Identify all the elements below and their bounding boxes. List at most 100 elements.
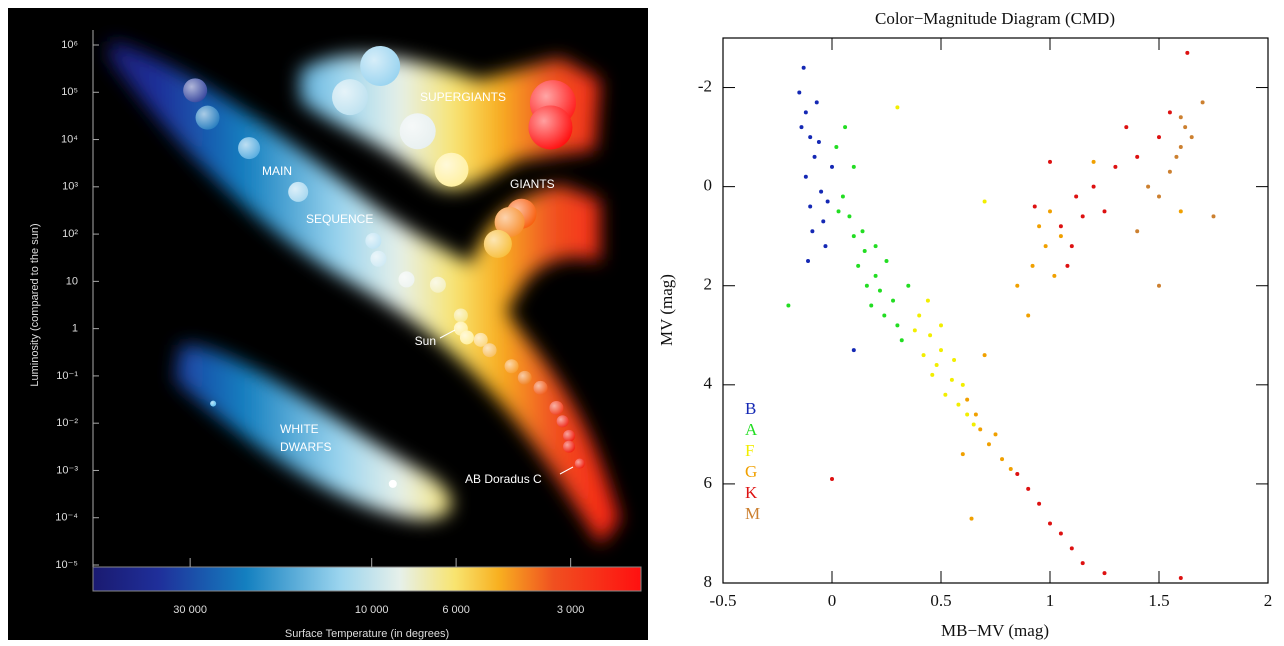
point <box>840 194 845 199</box>
legend-entry: M <box>745 504 760 523</box>
y-tick-label: 6 <box>704 473 713 492</box>
point <box>993 432 998 437</box>
star-highlight <box>563 440 576 453</box>
y-tick-label: 10⁻⁴ <box>55 512 78 524</box>
star-highlight <box>183 78 208 103</box>
star-highlight <box>528 105 573 150</box>
point <box>965 412 970 417</box>
point <box>1174 154 1179 159</box>
hr-diagram: 10⁻⁵ 10⁻⁴ 10⁻³ 10⁻² 10⁻¹ 1 10 10² 10³ 10⁴ 10⁵ 10⁶ 30… <box>29 39 585 640</box>
point <box>1113 164 1118 169</box>
point <box>1030 263 1035 268</box>
point <box>1015 283 1020 288</box>
pointer <box>559 466 574 475</box>
y-tick-label: 0 <box>704 176 713 195</box>
annotation: GIANTS <box>510 177 555 191</box>
point <box>939 348 943 353</box>
point <box>925 298 930 303</box>
point <box>969 516 974 521</box>
point <box>851 164 856 169</box>
point <box>830 476 834 481</box>
point <box>1102 209 1107 214</box>
star-highlight <box>517 370 532 385</box>
annotation: MAIN <box>262 164 292 178</box>
point <box>1080 561 1085 566</box>
point <box>1178 145 1183 149</box>
point <box>949 377 954 382</box>
star-highlight <box>549 400 564 415</box>
cmd-chart: Color−Magnitude Diagram (CMD) -0.5 0 0.5 1 1.… <box>657 9 1272 640</box>
point <box>956 402 961 407</box>
point <box>864 283 869 288</box>
x-tick-label: 0 <box>828 591 837 610</box>
point <box>877 288 882 293</box>
y-tick-label: 10⁴ <box>61 133 78 145</box>
point <box>934 363 939 367</box>
point <box>786 303 791 308</box>
point <box>819 189 824 194</box>
y-tick-label: 10 <box>66 275 78 287</box>
y-tick-label: 10² <box>62 228 78 240</box>
point <box>1008 467 1013 472</box>
point <box>816 140 821 145</box>
point <box>1048 159 1052 164</box>
y-tick-label: 1 <box>72 323 78 335</box>
star-highlight <box>504 359 519 374</box>
point <box>814 100 819 105</box>
y-tick-label: 10⁻⁵ <box>55 559 78 571</box>
point <box>1124 125 1129 130</box>
point <box>797 90 802 95</box>
star-highlight <box>429 276 446 293</box>
pointer <box>439 329 456 339</box>
x-axis-title: Surface Temperature (in degrees) <box>285 628 449 640</box>
legend-entry: B <box>745 399 756 418</box>
point <box>851 234 856 239</box>
star-highlight <box>563 429 576 442</box>
y-tick-label: 10³ <box>62 181 78 193</box>
point <box>1157 135 1161 140</box>
star-highlight <box>473 332 488 347</box>
star-highlight <box>574 458 585 469</box>
point <box>982 199 987 204</box>
y-tick-label: 10⁻¹ <box>56 370 78 382</box>
point <box>799 125 804 130</box>
point <box>823 244 828 249</box>
point <box>960 382 965 387</box>
point <box>1157 283 1161 288</box>
point <box>973 412 978 417</box>
x-tick-label: 0.5 <box>930 591 951 610</box>
chart-title: Color−Magnitude Diagram (CMD) <box>875 9 1115 28</box>
annotation: WHITE <box>280 422 319 436</box>
point <box>1037 224 1042 229</box>
star-highlight <box>288 181 309 202</box>
point <box>939 323 943 328</box>
point <box>1102 571 1107 576</box>
x-tick-label: 1 <box>1046 591 1055 610</box>
point <box>899 338 904 343</box>
point <box>808 135 813 140</box>
point <box>1000 457 1005 462</box>
legend-entry: K <box>745 483 758 502</box>
point <box>834 145 839 149</box>
point <box>836 209 841 214</box>
point <box>1183 125 1188 130</box>
legend-entry: A <box>745 420 758 439</box>
point <box>884 258 889 263</box>
star-highlight <box>398 271 415 288</box>
point <box>1135 154 1140 159</box>
point <box>1052 273 1057 278</box>
star-highlight <box>210 400 217 407</box>
star-highlight <box>360 45 401 86</box>
point <box>952 358 957 363</box>
point <box>971 422 976 427</box>
point <box>803 110 808 115</box>
point <box>1211 214 1216 219</box>
point <box>1135 229 1140 234</box>
point <box>808 204 813 209</box>
star-regions <box>110 40 620 545</box>
point <box>1043 244 1048 249</box>
star-highlight <box>556 415 569 428</box>
point <box>1048 209 1052 214</box>
x-tick-label: 6 000 <box>442 604 470 616</box>
